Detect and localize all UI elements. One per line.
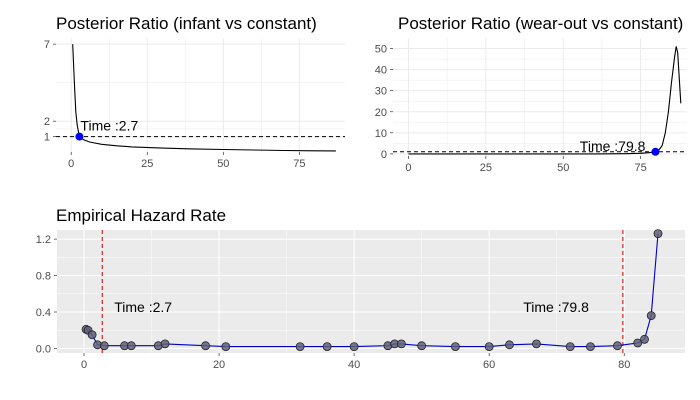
highlight-point	[75, 132, 84, 141]
data-point	[451, 342, 460, 352]
data-point	[565, 342, 575, 352]
x-tick-label: 50	[217, 158, 229, 170]
series-line	[408, 46, 682, 155]
x-tick-label: 0	[405, 162, 411, 174]
y-tick-label: 0.8	[36, 271, 51, 283]
data-point	[160, 339, 170, 349]
data-point	[633, 338, 643, 348]
x-tick-label: 75	[634, 162, 646, 174]
x-tick-label: 60	[483, 359, 495, 371]
x-tick-label: 0	[81, 359, 87, 371]
data-point	[322, 342, 332, 352]
data-point	[653, 229, 663, 239]
y-tick-label: 1	[44, 132, 50, 144]
data-point	[505, 340, 514, 350]
x-tick-label: 25	[480, 162, 492, 174]
vertical-marker-label: Time :79.8	[523, 299, 589, 315]
data-point	[396, 339, 406, 349]
vertical-marker-label: Time :2.7	[114, 299, 172, 315]
x-tick-label: 50	[557, 162, 569, 174]
x-tick-label: 80	[618, 359, 630, 371]
y-tick-label: 20	[375, 107, 387, 119]
data-point	[349, 342, 359, 352]
panel1-plot: 0 25 50 75 1 2 7 Time :2.7	[44, 38, 345, 170]
x-tick-label: 40	[348, 359, 360, 371]
y-tick-label: 2	[44, 116, 50, 128]
data-point	[484, 342, 494, 352]
y-tick-label: 0.4	[36, 307, 51, 319]
data-point	[532, 339, 541, 349]
panel3-plot: 0 20 40 60 80 0.0 0.4 0.8 1.2 Time :2.7 Time :79.8	[36, 229, 685, 371]
data-point	[640, 334, 649, 344]
panel2-title: Posterior Ratio (wear-out vs constant)	[398, 14, 683, 33]
panel1-title: Posterior Ratio (infant vs constant)	[56, 14, 317, 33]
y-tick-label: 0	[381, 149, 387, 161]
data-point	[613, 341, 622, 351]
x-tick-label: 25	[141, 158, 153, 170]
plot-background	[57, 230, 685, 353]
panel3-title: Empirical Hazard Rate	[56, 206, 226, 225]
x-tick-label: 20	[213, 359, 225, 371]
y-tick-label: 50	[375, 44, 387, 56]
data-point	[126, 341, 136, 351]
y-tick-label: 10	[375, 128, 387, 140]
series-line	[72, 44, 336, 152]
data-point	[586, 342, 595, 352]
highlight-point	[651, 147, 660, 156]
data-point	[201, 341, 210, 351]
y-tick-label: 1.2	[36, 234, 51, 246]
y-tick-label: 30	[375, 86, 387, 98]
annotation-label: Time :79.8	[580, 138, 646, 154]
data-point	[87, 330, 97, 340]
data-point	[417, 341, 427, 351]
panel2-plot: 0 25 50 75 0 10 20 30 40 50 Time :79.8	[375, 38, 687, 174]
y-tick-label: 40	[375, 65, 387, 77]
x-tick-label: 0	[68, 158, 74, 170]
y-tick-label: 0.0	[36, 343, 51, 355]
data-point	[99, 341, 109, 351]
data-point	[221, 342, 231, 352]
y-tick-label: 7	[44, 39, 50, 51]
annotation-label: Time :2.7	[80, 118, 138, 134]
data-point	[646, 311, 656, 321]
x-tick-label: 75	[293, 158, 305, 170]
data-point	[295, 342, 305, 352]
